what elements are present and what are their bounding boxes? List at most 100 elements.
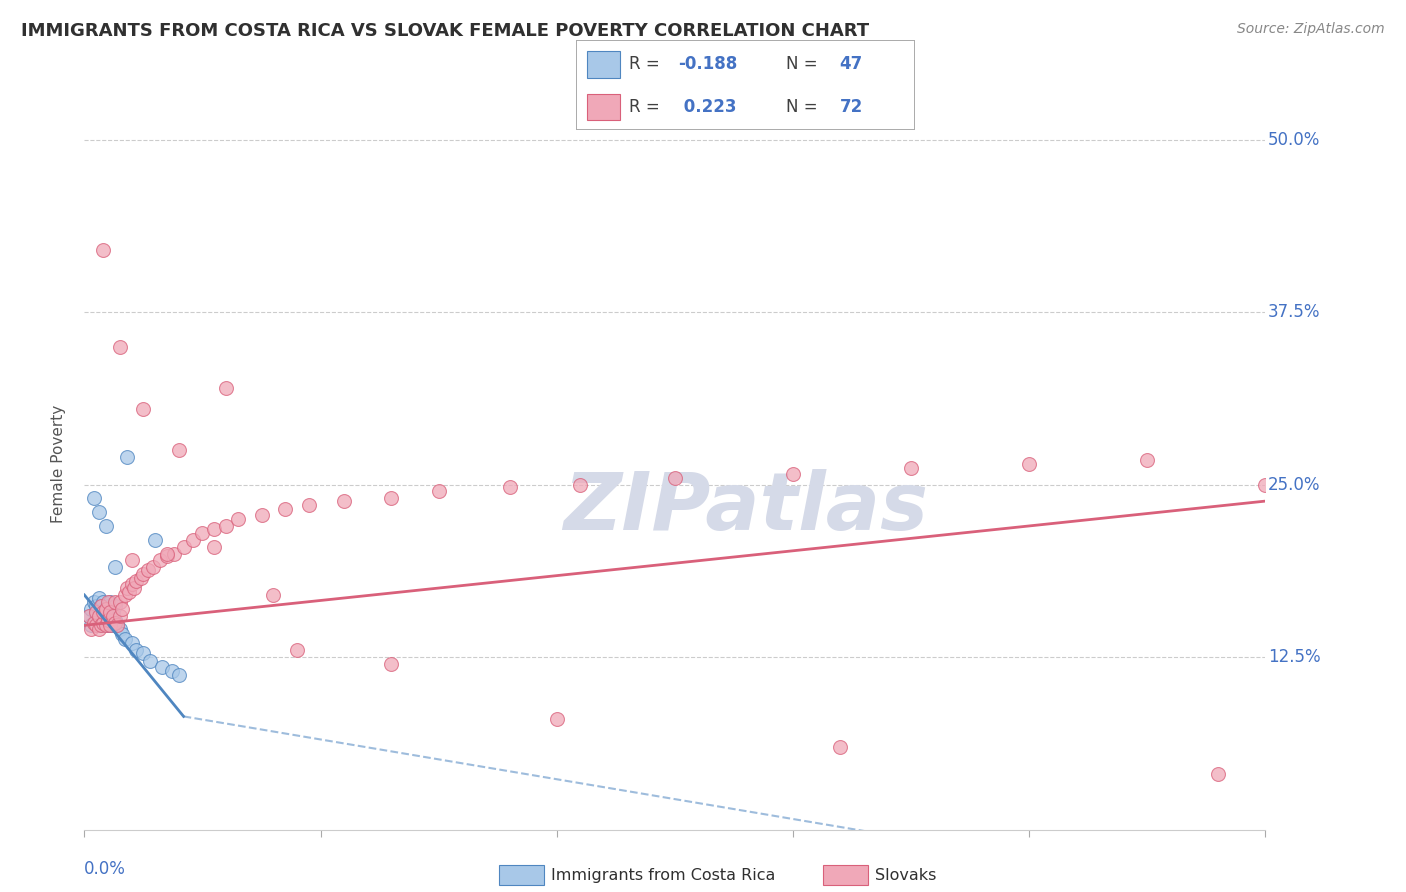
Text: R =: R = [628,55,665,73]
Point [125,574,148,589]
Point [1018,457,1040,471]
Point [87,623,110,637]
Point [150,659,173,673]
Point [108,623,131,637]
Point [97,618,120,632]
Text: 12.5%: 12.5% [1268,648,1320,666]
Point [156,549,179,564]
Point [84,605,107,619]
Point [90,599,112,613]
Point [94,601,117,615]
Point [215,519,238,533]
Point [97,613,120,627]
Point [91,595,114,609]
Point [87,591,110,605]
Point [107,618,129,632]
Y-axis label: Female Poverty: Female Poverty [51,405,66,523]
Point [111,601,134,615]
Point [94,615,117,630]
Point [94,519,117,533]
Point [98,618,121,632]
Point [156,547,179,561]
Point [94,601,117,615]
Point [91,615,114,630]
Point [1136,452,1159,467]
Point [215,381,238,395]
Point [121,553,143,567]
Point [107,618,129,632]
Point [569,477,592,491]
Point [83,595,105,609]
Text: 37.5%: 37.5% [1268,303,1320,321]
Point [380,491,402,506]
Point [104,613,127,627]
Point [285,643,308,657]
Text: R =: R = [628,98,665,116]
Point [132,646,155,660]
Point [118,585,141,599]
Point [122,581,145,595]
Point [167,443,190,458]
Point [80,623,103,637]
Point [121,636,143,650]
Point [142,560,165,574]
Point [94,618,117,632]
Point [84,599,107,613]
Point [191,525,214,540]
Point [333,494,356,508]
Text: 47: 47 [839,55,863,73]
Point [160,664,183,678]
Point [83,491,105,506]
Text: Immigrants from Costa Rica: Immigrants from Costa Rica [551,868,776,882]
Point [84,613,107,627]
Point [181,533,204,547]
Point [91,618,114,632]
Point [97,608,120,623]
Text: 72: 72 [839,98,863,116]
Point [111,626,134,640]
Point [202,540,225,554]
Text: N =: N = [786,98,823,116]
Text: N =: N = [786,55,823,73]
Text: 0.223: 0.223 [678,98,737,116]
Point [90,615,112,630]
Point [77,608,100,623]
Point [427,484,450,499]
Point [97,599,120,613]
Point [91,613,114,627]
Point [87,618,110,632]
Point [80,601,103,615]
Point [114,632,136,646]
Point [498,480,520,494]
Text: -0.188: -0.188 [678,55,737,73]
Point [108,339,131,353]
Point [163,547,186,561]
Point [830,739,852,754]
Text: IMMIGRANTS FROM COSTA RICA VS SLOVAK FEMALE POVERTY CORRELATION CHART: IMMIGRANTS FROM COSTA RICA VS SLOVAK FEM… [21,22,869,40]
Point [250,508,273,522]
Point [143,533,166,547]
Point [262,588,284,602]
Point [139,654,162,668]
Point [664,470,686,484]
Point [91,243,114,257]
Point [90,599,112,613]
Point [274,502,297,516]
Point [90,618,112,632]
Point [101,608,124,623]
Point [98,595,121,609]
Point [91,605,114,619]
Point [91,601,114,615]
Point [173,540,195,554]
Point [115,450,138,464]
Point [546,712,568,726]
Point [98,615,121,630]
Point [87,505,110,519]
Bar [586,94,620,120]
Point [87,608,110,623]
Point [114,588,136,602]
Point [900,461,922,475]
Bar [586,51,620,78]
Point [108,595,131,609]
Point [125,643,148,657]
